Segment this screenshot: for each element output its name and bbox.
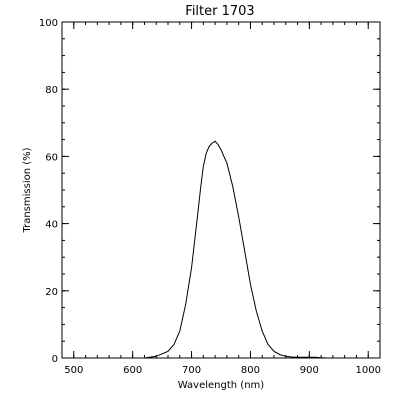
x-tick-label: 1000 [355,365,380,376]
y-tick-label: 0 [52,354,58,365]
x-tick-label: 700 [182,365,201,376]
axis-tick-labels: 500 600 700 800 900 1000 0 20 40 60 80 100 [39,18,381,376]
y-tick-label: 100 [39,18,58,29]
y-tick-label: 80 [45,85,58,96]
y-tick-label: 40 [45,220,58,231]
x-tick-label: 500 [64,365,83,376]
x-tick-label: 800 [241,365,260,376]
plot-frame [61,21,381,359]
y-axis-label: Transmission (%) [22,147,33,233]
x-tick-label: 900 [300,365,319,376]
chart-title: Filter 1703 [185,4,254,19]
y-tick-label: 60 [45,152,58,163]
x-tick-label: 600 [123,365,142,376]
transmission-curve [144,140,328,359]
y-tick-label: 20 [45,287,58,298]
axis-ticks [62,21,380,359]
x-axis-label: Wavelength (nm) [178,380,264,391]
